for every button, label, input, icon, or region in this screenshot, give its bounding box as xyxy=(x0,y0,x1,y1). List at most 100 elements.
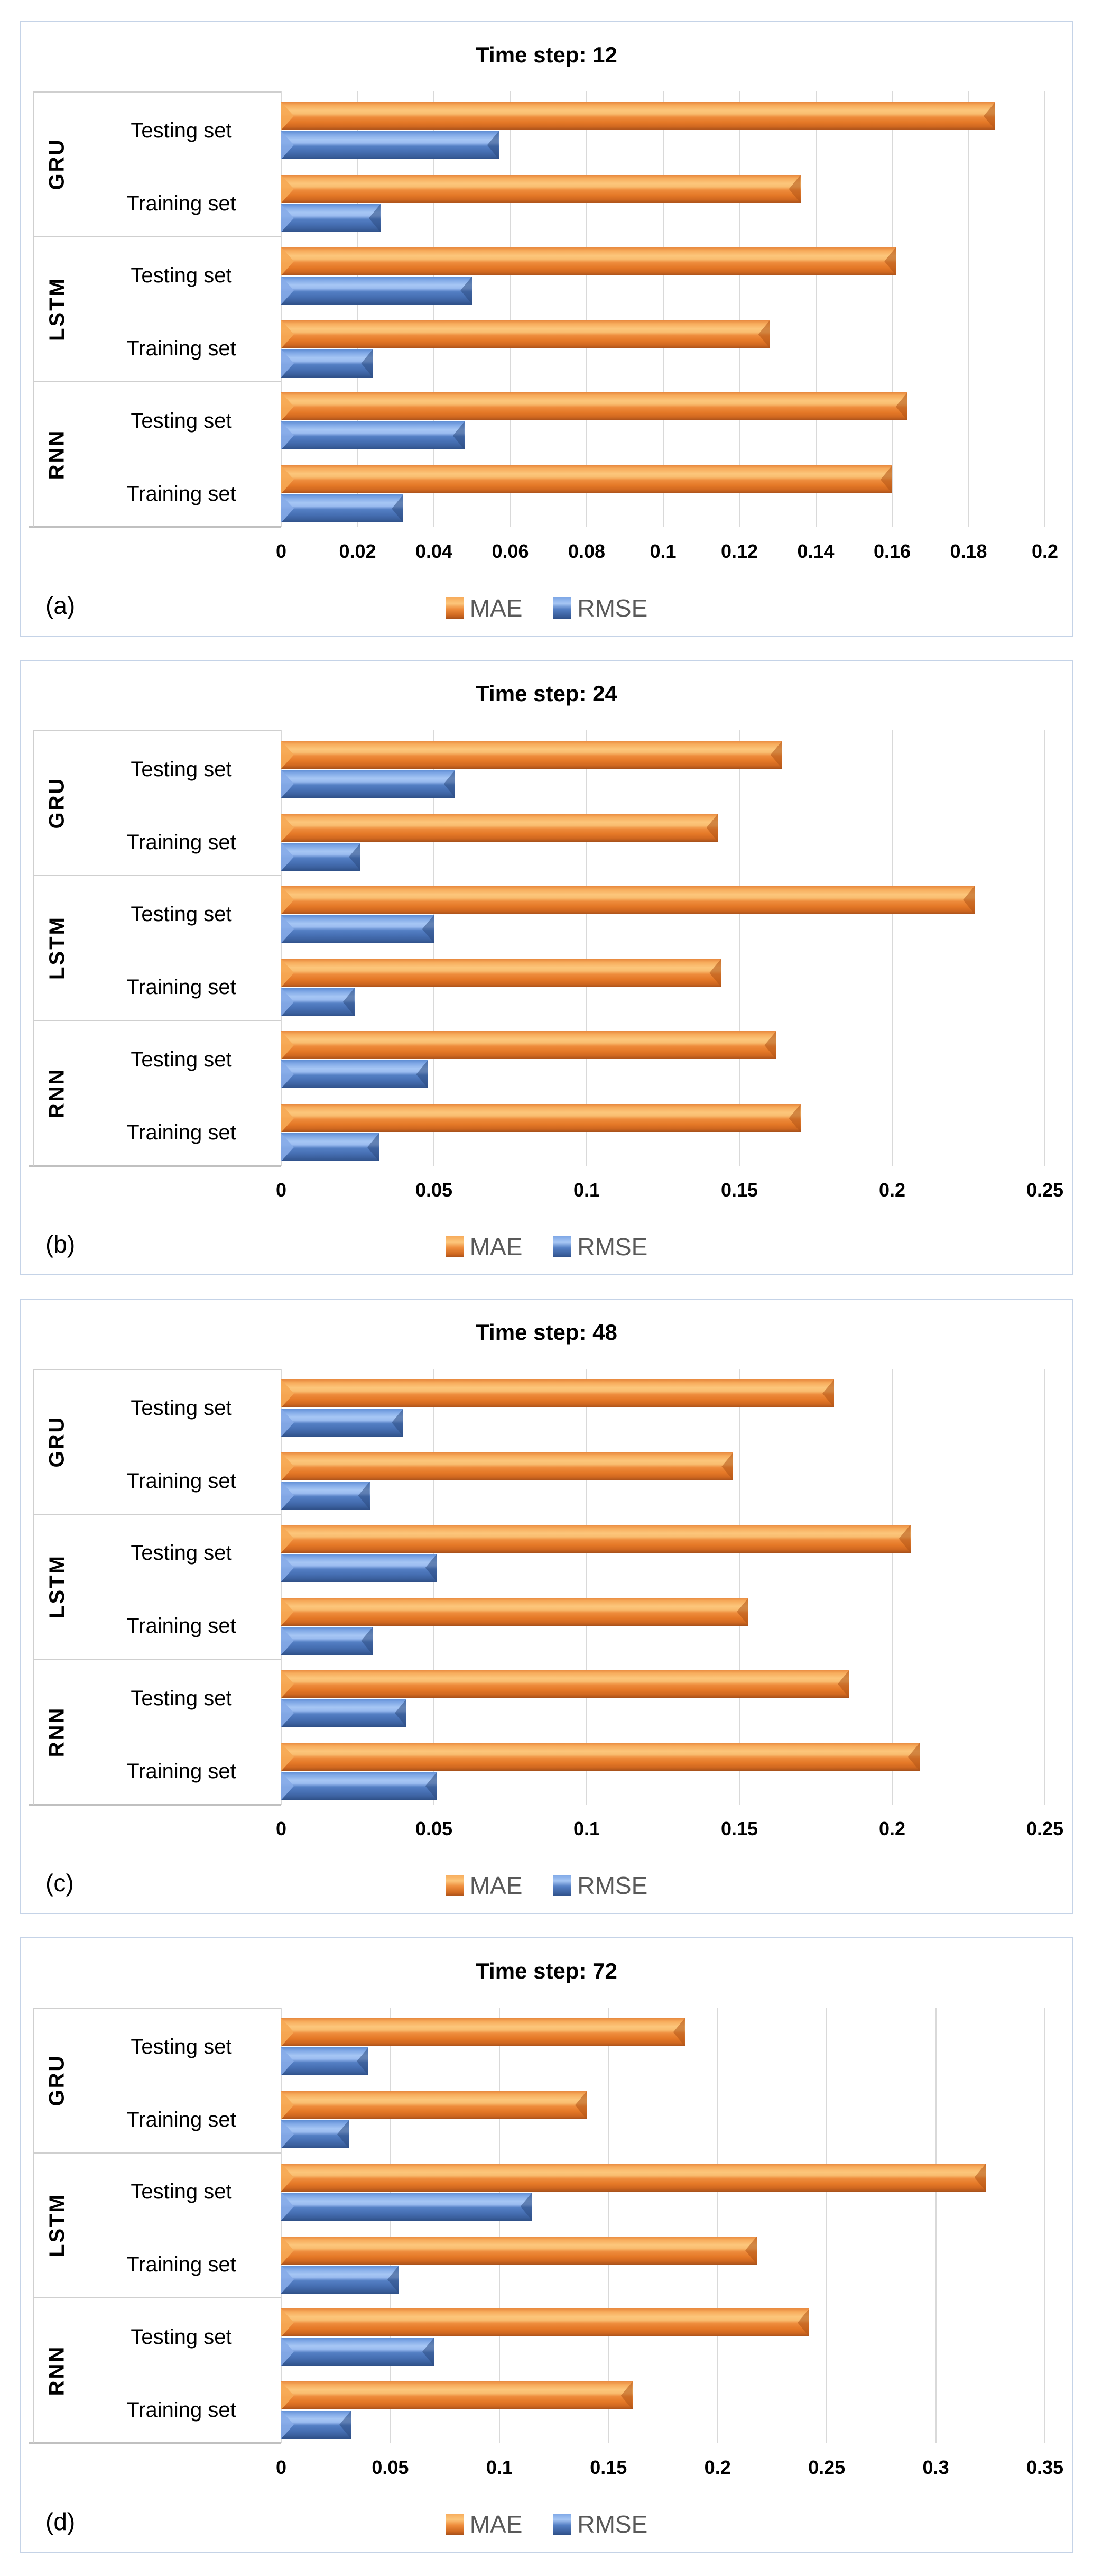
x-axis-tick: 0.16 xyxy=(873,540,911,562)
gridline xyxy=(815,91,817,527)
category-label: Training set xyxy=(126,1614,236,1638)
bar-rmse-rnn-training xyxy=(281,1133,379,1162)
rmse-swatch-icon xyxy=(553,1875,571,1896)
bar-rmse-lstm-training xyxy=(281,349,373,378)
x-axis-tick: 0.2 xyxy=(878,1179,906,1201)
bar-mae-gru-testing xyxy=(281,1379,835,1407)
group-label-text: GRU xyxy=(45,138,69,190)
x-axis-tick: 0 xyxy=(275,1179,287,1201)
x-axis-tick: 0.1 xyxy=(486,2457,513,2478)
group-label-gru: GRU xyxy=(33,91,81,237)
gridline xyxy=(892,1369,893,1805)
x-axis-tick: 0.05 xyxy=(415,1818,453,1839)
gridline xyxy=(281,730,282,1166)
bar-rmse-rnn-training xyxy=(281,494,404,523)
group-label-gru: GRU xyxy=(33,1369,81,1514)
bar-mae-lstm-testing xyxy=(281,2163,986,2192)
group-divider-line xyxy=(33,1659,281,1660)
category-label: Testing set xyxy=(131,2325,232,2349)
group-label-rnn: RNN xyxy=(33,2298,81,2443)
gridline xyxy=(892,730,893,1166)
bar-rmse-rnn-testing xyxy=(281,1699,406,1727)
bar-rmse-lstm-training xyxy=(281,1626,373,1655)
legend-label: RMSE xyxy=(577,2510,648,2538)
group-label-text: RNN xyxy=(45,1068,69,1119)
category-label: Training set xyxy=(126,482,236,505)
gridline xyxy=(608,2008,609,2443)
bar-mae-gru-testing xyxy=(281,2018,685,2046)
bar-rmse-gru-testing xyxy=(281,1409,404,1437)
legend-item-rmse: RMSE xyxy=(553,1234,647,1260)
x-axis-tick: 0.06 xyxy=(492,540,529,562)
plot-area: 0 0.05 0.1 0.15 0.2 0.25 0.3 0.35 GRU Testing set… xyxy=(29,2008,1063,2478)
legend-item-rmse: RMSE xyxy=(553,2511,647,2537)
category-label: Testing set xyxy=(131,1396,232,1420)
x-axis-tick: 0.3 xyxy=(922,2457,949,2478)
category-label: Training set xyxy=(126,2253,236,2277)
gridline xyxy=(433,730,434,1166)
gridline xyxy=(662,91,664,527)
gridline xyxy=(433,91,434,527)
bar-rmse-gru-testing xyxy=(281,2047,369,2075)
bar-mae-lstm-testing xyxy=(281,247,896,275)
legend-item-mae: MAE xyxy=(445,1233,523,1261)
group-label-gru: GRU xyxy=(33,730,81,876)
legend-label: MAE xyxy=(469,1233,523,1261)
bar-mae-lstm-testing xyxy=(281,886,975,914)
bar-rmse-rnn-training xyxy=(281,2411,351,2439)
legend-item-mae: MAE xyxy=(445,1872,522,1899)
bar-mae-lstm-testing xyxy=(281,1524,911,1553)
bar-mae-rnn-testing xyxy=(281,1031,776,1060)
panel-title: Time step: 48 xyxy=(476,1320,617,1345)
legend: MAE RMSE xyxy=(21,595,1072,621)
gridline xyxy=(586,1369,587,1805)
x-axis-tick: 0.15 xyxy=(720,1818,758,1839)
gridline xyxy=(826,2008,828,2443)
bar-rmse-gru-training xyxy=(281,204,381,232)
x-axis-tick: 0.05 xyxy=(415,1179,453,1201)
rmse-swatch-icon xyxy=(553,1236,571,1257)
x-axis-tick: 0.15 xyxy=(590,2457,627,2478)
bar-mae-lstm-training xyxy=(281,2236,757,2265)
bar-rmse-rnn-testing xyxy=(281,1060,428,1089)
gridline xyxy=(739,1369,740,1805)
group-label-lstm: LSTM xyxy=(33,2153,81,2298)
group-label-rnn: RNN xyxy=(33,382,81,527)
bar-mae-lstm-training xyxy=(281,320,770,348)
x-axis-tick: 0.35 xyxy=(1026,2457,1064,2478)
x-axis-tick: 0.2 xyxy=(1031,540,1059,562)
legend-item-mae: MAE xyxy=(445,595,522,621)
x-axis-tick: 0 xyxy=(275,1818,287,1839)
group-divider-line xyxy=(33,2297,281,2299)
gridline xyxy=(281,2008,282,2443)
mae-swatch-icon xyxy=(445,2514,464,2535)
category-label: Testing set xyxy=(131,1686,232,1710)
gridline xyxy=(357,91,358,527)
category-label: Testing set xyxy=(131,2180,232,2204)
category-label: Testing set xyxy=(131,118,232,142)
label-box-bottom-border xyxy=(29,526,281,528)
chart-panel-c: Time step: 48 0 0.05 0.1 0.15 0.2 0.25 GRU Testi… xyxy=(20,1299,1073,1914)
gridline xyxy=(281,91,282,527)
group-label-gru: GRU xyxy=(33,2008,81,2153)
bar-mae-gru-training xyxy=(281,175,801,203)
bar-mae-rnn-testing xyxy=(281,392,907,421)
panel-letter: (b) xyxy=(45,1230,76,1258)
legend: MAE RMSE xyxy=(21,1872,1072,1899)
gridline xyxy=(1044,730,1045,1166)
gridline xyxy=(586,91,587,527)
chart-panel-b: Time step: 24 0 0.05 0.1 0.15 0.2 0.25 GRU Testi… xyxy=(20,660,1073,1275)
category-label: Testing set xyxy=(131,1047,232,1071)
bar-mae-gru-testing xyxy=(281,741,782,769)
bar-mae-lstm-training xyxy=(281,959,721,987)
plot-area: 0 0.05 0.1 0.15 0.2 0.25 GRU Testing set Trainin… xyxy=(29,1369,1063,1839)
x-axis-tick: 0.15 xyxy=(720,1179,758,1201)
bar-mae-rnn-training xyxy=(281,1104,801,1133)
bar-rmse-rnn-testing xyxy=(281,421,465,450)
chart-panel-a: Time step: 12 0 0.02 0.04 0.06 0.08 0.1 0.12 0.1… xyxy=(20,21,1073,637)
panel-title: Time step: 24 xyxy=(476,681,617,706)
bar-rmse-gru-testing xyxy=(281,770,456,798)
x-axis-tick: 0 xyxy=(275,2457,287,2478)
category-label: Training set xyxy=(126,191,236,215)
